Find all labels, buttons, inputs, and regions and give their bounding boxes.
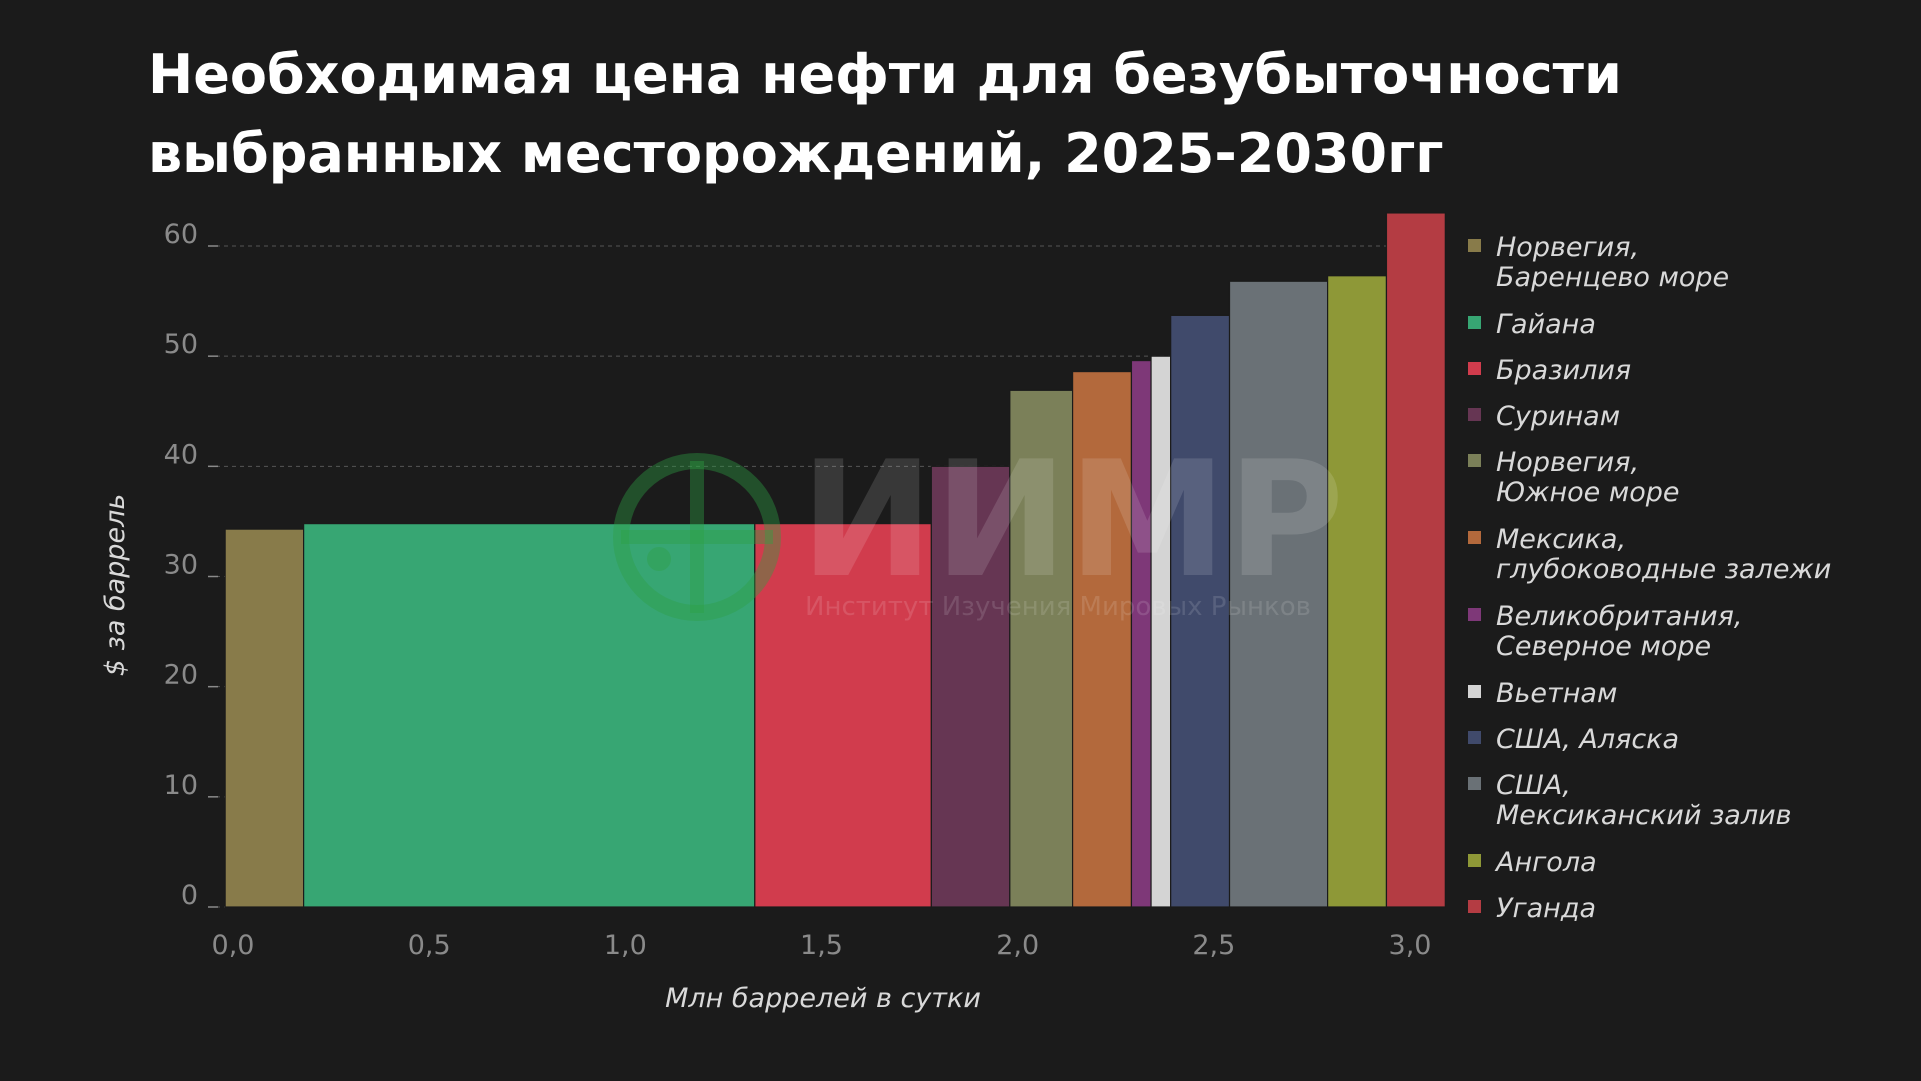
y-tick-label: 60 [164, 219, 198, 250]
y-tick-label: 50 [164, 329, 198, 360]
legend-label: Вьетнам [1496, 678, 1617, 709]
bar [1170, 314, 1231, 908]
legend-label: Ангола [1494, 847, 1597, 878]
legend-item: Норвегия, Баренцево море [1468, 232, 1729, 293]
y-tick-label: 0 [181, 880, 198, 911]
globe-icon [613, 453, 781, 621]
x-tick-label: 0,0 [212, 930, 255, 961]
y-axis-ticks: 0 10 20 30 40 50 60 [164, 219, 218, 911]
y-tick-label: 40 [164, 439, 198, 470]
bar [1327, 275, 1388, 908]
bars [224, 212, 1446, 908]
x-tick-label: 3,0 [1389, 930, 1432, 961]
x-tick-label: 0,5 [408, 930, 451, 961]
bar [1228, 280, 1329, 908]
legend-item: Великобритания, Северное море [1468, 601, 1742, 662]
watermark: ИИМР Институт Изучения Мировых Рынков [613, 426, 1344, 622]
legend-label: США, Аляска [1496, 724, 1679, 755]
legend-swatch [1468, 731, 1481, 744]
bar [1385, 212, 1446, 908]
legend-item: Бразилия [1468, 355, 1631, 386]
watermark-title: ИИМР [800, 426, 1344, 613]
legend-label: Бразилия [1496, 355, 1631, 386]
bar [224, 528, 305, 908]
watermark-subtitle: Институт Изучения Мировых Рынков [805, 592, 1311, 622]
legend: Норвегия, Баренцево море Гайана Бразилия Сур… [1468, 232, 1831, 924]
chart-title-line-1: Необходимая цена нефти для безубыточност… [148, 43, 1622, 106]
legend-label: Уганда [1496, 893, 1596, 924]
x-tick-label: 1,0 [604, 930, 647, 961]
legend-label: Норвегия, Южное море [1496, 447, 1679, 508]
legend-item: Норвегия, Южное море [1468, 447, 1679, 508]
bar [303, 523, 756, 908]
legend-label: Гайана [1496, 309, 1596, 340]
legend-item: США, Мексиканский залив [1468, 770, 1792, 831]
bar [754, 523, 932, 908]
legend-label: Норвегия, Баренцево море [1496, 232, 1729, 293]
x-axis-ticks: 0,0 0,5 1,0 1,5 2,0 2,5 3,0 [212, 930, 1432, 961]
x-tick-label: 2,5 [1192, 930, 1235, 961]
x-tick-label: 1,5 [800, 930, 843, 961]
legend-swatch [1468, 454, 1481, 467]
legend-swatch [1468, 900, 1481, 913]
legend-item: Мексика, глубоководные залежи [1468, 524, 1831, 585]
legend-label: Мексика, глубоководные залежи [1496, 524, 1831, 585]
legend-swatch [1468, 316, 1481, 329]
legend-item: Суринам [1468, 401, 1620, 432]
legend-item: Ангола [1468, 847, 1597, 878]
legend-item: Вьетнам [1468, 678, 1617, 709]
legend-swatch [1468, 777, 1481, 790]
bar [1071, 370, 1133, 908]
legend-swatch [1468, 608, 1481, 621]
legend-item: Гайана [1468, 309, 1596, 340]
legend-swatch [1468, 239, 1481, 252]
legend-swatch [1468, 362, 1481, 375]
chart-title-line-2: выбранных месторождений, 2025-2030гг [148, 122, 1444, 185]
legend-swatch [1468, 531, 1481, 544]
bar [1009, 389, 1074, 908]
legend-swatch [1468, 854, 1481, 867]
y-tick-label: 10 [164, 770, 198, 801]
legend-label: Великобритания, Северное море [1496, 601, 1742, 662]
legend-label: Суринам [1496, 401, 1620, 432]
bar [930, 465, 1011, 908]
legend-item: Уганда [1468, 893, 1596, 924]
x-axis-title: Млн баррелей в сутки [665, 983, 981, 1014]
legend-swatch [1468, 408, 1481, 421]
y-tick-label: 20 [164, 660, 198, 691]
legend-swatch [1468, 685, 1481, 698]
legend-label: США, Мексиканский залив [1496, 770, 1792, 831]
y-tick-label: 30 [164, 550, 198, 581]
x-tick-label: 2,0 [996, 930, 1039, 961]
y-axis-title: $ за баррель [100, 494, 131, 677]
legend-item: США, Аляска [1468, 724, 1679, 755]
